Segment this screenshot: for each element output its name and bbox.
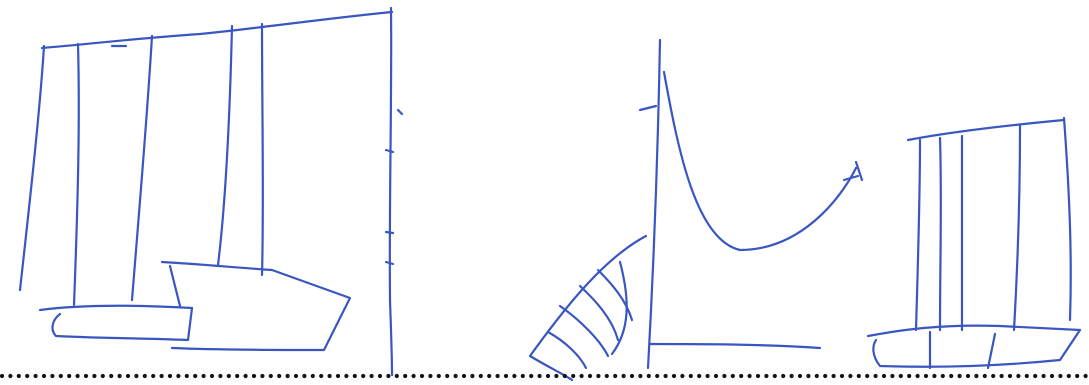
small-base-div bbox=[928, 330, 997, 370]
right-wall bbox=[388, 6, 394, 377]
tower-spine bbox=[646, 38, 662, 370]
lower-block-right bbox=[160, 260, 352, 352]
ramp-outer bbox=[528, 234, 648, 382]
column-3 bbox=[216, 24, 234, 267]
small-col-2 bbox=[938, 136, 942, 332]
tower-curve bbox=[662, 70, 858, 252]
right-wall-tick bbox=[384, 108, 404, 266]
left-wall bbox=[18, 44, 46, 292]
curved-tower-sketch bbox=[528, 38, 864, 382]
tower-base bbox=[648, 342, 822, 350]
ramp-steps bbox=[546, 268, 634, 370]
lower-block-left bbox=[38, 304, 194, 342]
column-2 bbox=[130, 34, 154, 302]
column-1 bbox=[72, 42, 80, 307]
small-col-4 bbox=[1012, 124, 1022, 332]
small-col-5 bbox=[1062, 116, 1072, 322]
column-4 bbox=[260, 22, 264, 277]
tall-building-sketch bbox=[18, 6, 404, 377]
small-base bbox=[866, 324, 1082, 368]
tower-flag bbox=[638, 104, 658, 112]
ramp-inner bbox=[610, 260, 628, 356]
small-building-sketch bbox=[866, 116, 1082, 370]
small-roof bbox=[906, 118, 1066, 142]
roof-line bbox=[40, 10, 394, 50]
small-col-1 bbox=[914, 138, 922, 332]
tower-tip bbox=[842, 160, 864, 182]
